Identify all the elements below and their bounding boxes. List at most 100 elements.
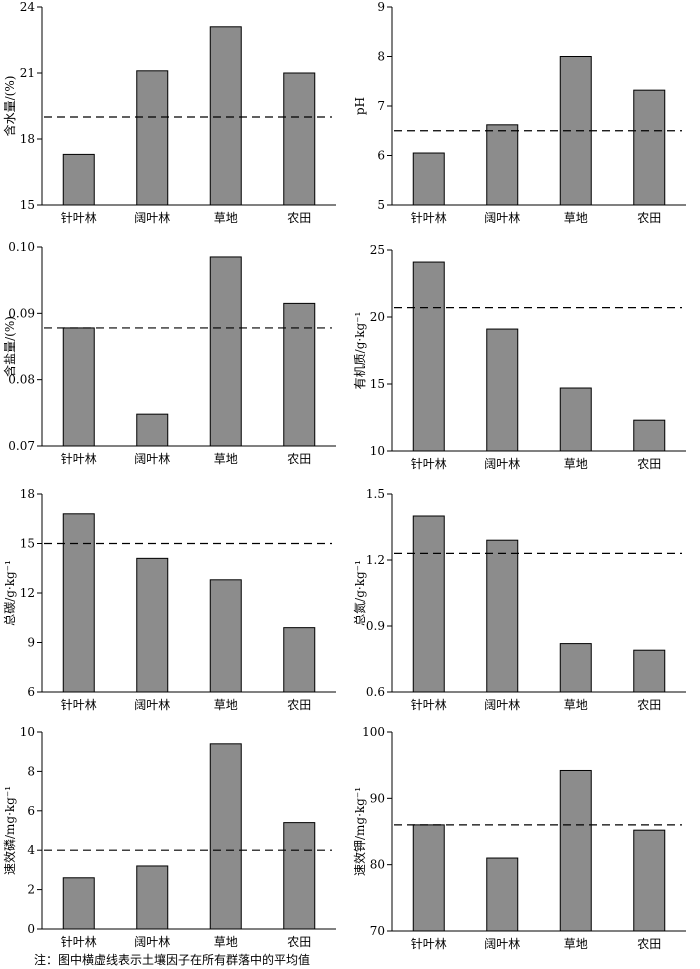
chart-1-y-tick-label-2: 18 [20,132,35,146]
chart-1-bar-1 [62,153,95,206]
chart-3-bar-3 [209,256,242,447]
chart-5-bar-1 [62,513,95,693]
chart-6-bar-4 [633,649,666,693]
chart-6-category-label-2: 阔叶林 [484,698,520,712]
chart-5-category-label-1: 针叶林 [61,697,97,712]
chart-4-y-tick-label-3: 20 [370,310,385,324]
chart-5-y-tick-label-3: 12 [20,586,35,600]
chart-5-bar-3 [209,579,242,693]
chart-8-bar-4 [633,829,666,932]
chart-4-category-label-4: 农田 [637,457,661,471]
chart-3-y-tick-label-1: 0.07 [8,439,35,453]
chart-4-category-label-2: 阔叶林 [484,457,520,471]
chart-6-bar-1 [412,515,445,693]
chart-6-category-label-4: 农田 [637,698,661,712]
chart-7-y-tick-label-1: 0 [27,922,35,936]
chart-4-y-tick-label-1: 10 [370,444,385,458]
chart-7-bar-4 [283,822,316,930]
chart-1-y-tick-label-1: 15 [20,198,35,212]
chart-2-bar-2 [486,124,519,206]
chart-3-y-tick-label-2: 0.08 [8,373,35,387]
chart-1-y-axis-label: 含水量/(%) [2,76,17,137]
chart-7-y-axis-label: 速效磷/mg·kg⁻¹ [2,786,17,875]
chart-8-y-tick-label-4: 100 [362,725,385,739]
chart-6-category-label-3: 草地 [564,698,588,712]
chart-7-y-tick-label-5: 8 [27,764,35,778]
chart-6-bar-3 [559,643,592,693]
chart-8-category-label-1: 针叶林 [411,936,447,951]
chart-7-y-tick-label-3: 4 [27,843,35,857]
chart-8-y-axis-label: 速效钾/mg·kg⁻¹ [352,787,367,876]
chart-1-category-label-2: 阔叶林 [134,211,170,225]
chart-8-y-tick-label-3: 90 [370,791,385,805]
chart-8-bar-1 [412,824,445,932]
chart-2-category-label-2: 阔叶林 [484,211,520,225]
chart-1-category-label-4: 农田 [287,211,311,225]
chart-8-category-label-4: 农田 [637,937,661,951]
chart-2-category-label-1: 针叶林 [411,210,447,225]
chart-8-category-label-3: 草地 [564,937,588,951]
figure-note: 注：图中横虚线表示土壤因子在所有群落中的平均值 [34,953,311,967]
chart-1-bar-3 [209,26,242,206]
chart-4-bar-3 [559,387,592,452]
chart-7-y-tick-label-2: 2 [27,883,35,897]
chart-3-y-tick-label-4: 0.10 [8,240,35,254]
chart-2-y-tick-label-2: 6 [377,149,385,163]
chart-7-category-label-2: 阔叶林 [134,935,170,949]
chart-4-y-axis-label: 有机质/g·kg⁻¹ [353,312,367,390]
chart-4-bar-1 [412,261,445,452]
chart-8-bar-3 [559,769,592,932]
chart-2-category-label-4: 农田 [637,211,661,225]
chart-2-y-tick-label-4: 8 [377,50,385,64]
chart-7-category-label-3: 草地 [214,935,238,949]
chart-4-y-tick-label-4: 25 [370,243,385,257]
chart-4-category-label-1: 针叶林 [411,456,447,471]
chart-2-y-tick-label-3: 7 [377,99,385,113]
chart-8-bar-2 [486,857,519,932]
chart-3-category-label-1: 针叶林 [61,451,97,466]
chart-5-y-tick-label-2: 9 [27,636,35,650]
chart-3-bar-1 [62,327,95,447]
chart-6-y-tick-label-3: 1.2 [366,553,385,567]
chart-8-category-label-2: 阔叶林 [484,937,520,951]
chart-2-category-label-3: 草地 [564,211,588,225]
chart-8-y-tick-label-2: 80 [370,858,385,872]
chart-3-y-axis-label: 含盐量/(%) [2,316,17,377]
chart-1-bar-2 [136,70,169,206]
chart-5-y-axis-label: 总碳/g·kg⁻¹ [3,560,17,626]
chart-8-y-tick-label-1: 70 [370,924,385,938]
chart-6-bar-2 [486,539,519,693]
chart-7-y-tick-label-6: 10 [20,725,35,739]
chart-1-category-label-1: 针叶林 [61,210,97,225]
chart-2-bar-4 [633,89,666,206]
chart-5-y-tick-label-4: 15 [20,537,35,551]
chart-3-category-label-4: 农田 [287,452,311,466]
chart-1-bar-4 [283,72,316,206]
chart-4-bar-4 [633,419,666,452]
chart-6-category-label-1: 针叶林 [411,697,447,712]
chart-5-category-label-2: 阔叶林 [134,698,170,712]
chart-4-category-label-3: 草地 [564,457,588,471]
chart-1-y-tick-label-3: 21 [20,66,35,80]
chart-7-bar-1 [62,877,95,930]
chart-6-y-tick-label-2: 0.9 [366,619,385,633]
chart-3-category-label-2: 阔叶林 [134,452,170,466]
chart-7-category-label-4: 农田 [287,935,311,949]
chart-5-category-label-3: 草地 [214,698,238,712]
chart-4-y-tick-label-2: 15 [370,377,385,391]
chart-7-y-tick-label-4: 6 [27,804,35,818]
chart-7-bar-3 [209,743,242,930]
chart-5-y-tick-label-1: 6 [27,685,35,699]
chart-2-y-axis-label: pH [353,97,367,115]
chart-5-y-tick-label-5: 18 [20,487,35,501]
chart-5-category-label-4: 农田 [287,698,311,712]
chart-5-bar-2 [136,557,169,693]
chart-6-y-tick-label-4: 1.5 [366,487,385,501]
chart-1-y-tick-label-4: 24 [20,0,36,14]
chart-3-bar-2 [136,413,169,447]
chart-7-category-label-1: 针叶林 [61,934,97,949]
chart-1-category-label-3: 草地 [214,211,238,225]
chart-3-category-label-3: 草地 [214,452,238,466]
chart-2-y-tick-label-5: 9 [377,0,385,14]
